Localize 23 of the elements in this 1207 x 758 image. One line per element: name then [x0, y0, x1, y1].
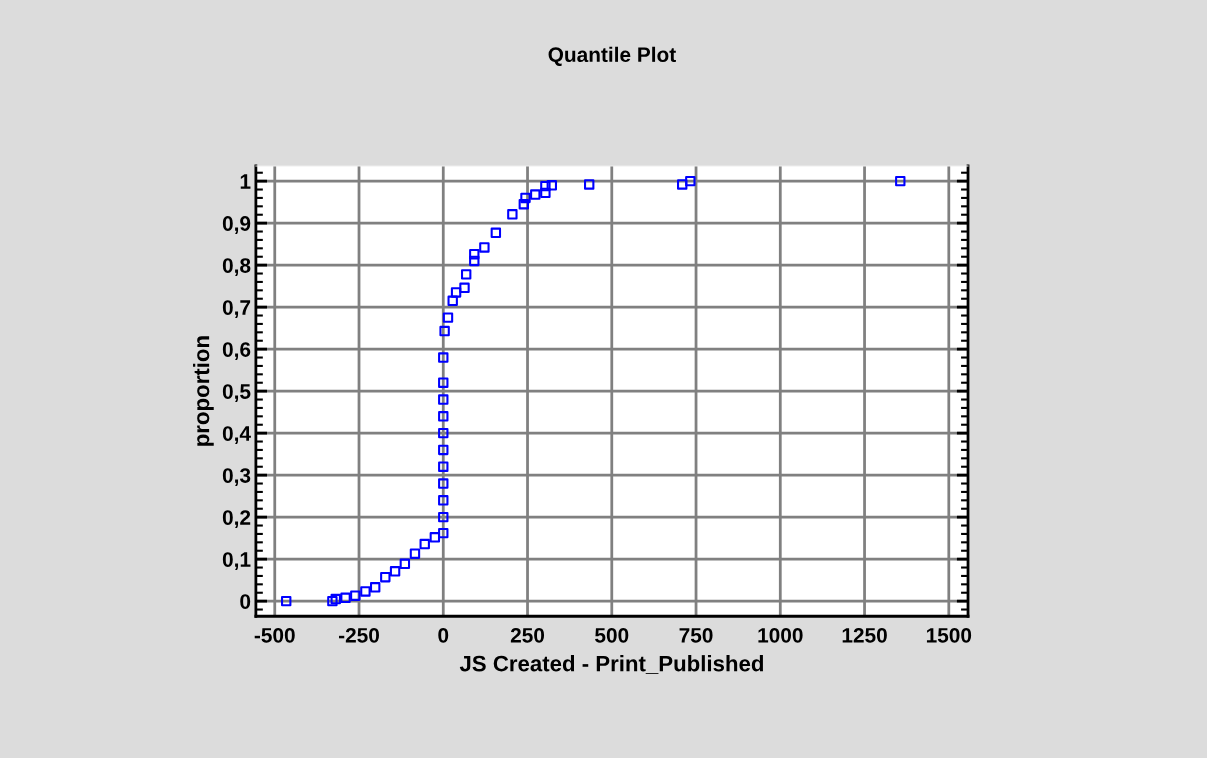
y-tick-label: 0,8 — [222, 258, 251, 276]
x-tick-label: 1000 — [758, 627, 803, 643]
x-tick-label: 500 — [595, 627, 629, 643]
chart-title: Quantile Plot — [548, 46, 676, 66]
y-tick-label: 0,2 — [222, 510, 251, 528]
y-tick-label: 0,7 — [222, 300, 251, 318]
x-tick-label: 250 — [510, 627, 545, 643]
x-tick-label: 750 — [679, 627, 713, 643]
y-tick-label: 0,4 — [222, 426, 251, 444]
y-tick-label: 0,5 — [222, 384, 251, 402]
x-tick-label: 0 — [438, 627, 449, 643]
y-axis-title: proportion — [193, 336, 214, 446]
x-tick-label: -250 — [338, 627, 380, 643]
y-tick-label: 0 — [240, 594, 251, 609]
y-tick-label: 0,6 — [222, 342, 251, 360]
x-tick-label: 1250 — [842, 627, 887, 643]
x-axis-title: JS Created - Print_Published — [459, 655, 763, 674]
x-tick-label: 1500 — [926, 627, 972, 643]
y-tick-label: 0,1 — [222, 552, 251, 570]
y-tick-label: 1 — [240, 174, 251, 189]
y-tick-label: 0,9 — [222, 216, 251, 234]
x-tick-label: -500 — [254, 627, 295, 643]
y-tick-label: 0,3 — [222, 468, 251, 486]
